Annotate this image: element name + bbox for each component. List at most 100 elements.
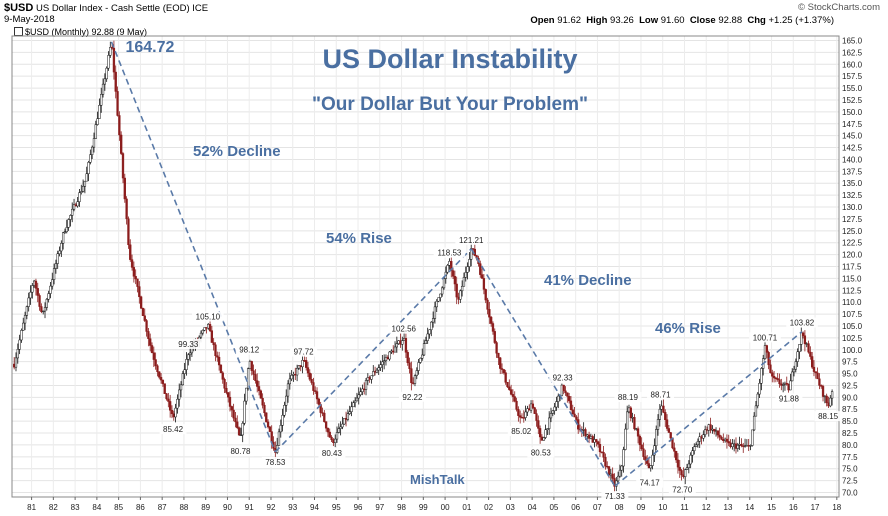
candle-body [207, 324, 210, 329]
candle-body [188, 352, 192, 356]
candle-body [749, 445, 752, 447]
point-label: 71.33 [605, 492, 626, 501]
candle-body [216, 355, 219, 358]
candle-body [421, 354, 424, 359]
candle-body [424, 340, 428, 344]
point-label-bg [398, 391, 426, 402]
candle-body [285, 395, 288, 406]
candle-body [301, 360, 304, 368]
candle-body [375, 369, 379, 373]
candle-body [484, 289, 487, 301]
candle-body [40, 306, 43, 312]
point-label: 88.19 [618, 393, 639, 402]
candle-body [664, 412, 667, 421]
candle-body [110, 47, 114, 49]
y-tick-label: 150.0 [842, 108, 863, 117]
candle-body [439, 293, 442, 298]
candle-body [129, 244, 132, 260]
candle-body [713, 428, 716, 432]
candle-body [266, 421, 270, 428]
candle-body [65, 227, 68, 232]
candle-body [453, 276, 457, 285]
y-tick-label: 122.5 [842, 239, 863, 248]
y-tick-label: 130.0 [842, 203, 863, 212]
candle-body [170, 410, 174, 415]
x-tick-label: 84 [92, 503, 101, 512]
candle-body [538, 428, 542, 438]
candle-body [631, 417, 634, 419]
candle-body [442, 278, 446, 289]
x-tick-label: 87 [158, 503, 167, 512]
candle-body [542, 437, 545, 441]
candle-body [709, 424, 712, 431]
candle-body [96, 118, 99, 125]
x-tick-label: 86 [136, 503, 145, 512]
candle-body [540, 436, 544, 441]
candle-body [774, 377, 778, 379]
close-label: Close [689, 15, 716, 26]
candle-body [350, 406, 353, 412]
y-tick-label: 85.0 [842, 417, 858, 426]
candle-body [665, 419, 669, 429]
candle-body [529, 403, 533, 411]
candle-body [52, 268, 56, 280]
y-tick-label: 125.0 [842, 227, 863, 236]
point-label: 88.15 [818, 412, 839, 421]
candle-body [584, 429, 587, 437]
point-label-bg [786, 317, 818, 328]
candle-body [729, 442, 732, 447]
candle-body [123, 177, 126, 200]
x-tick-label: 18 [832, 503, 841, 512]
candle-body [560, 384, 564, 397]
x-tick-label: 01 [462, 503, 471, 512]
candle-body [482, 278, 486, 290]
candle-body [120, 134, 123, 154]
candle-body [303, 360, 306, 362]
x-tick-label: 89 [201, 503, 210, 512]
candle-body [406, 352, 409, 363]
point-label-bg [290, 346, 318, 357]
candle-body [254, 374, 257, 381]
candle-body [100, 94, 103, 106]
candle-body [176, 398, 179, 409]
x-tick-label: 06 [571, 503, 580, 512]
candle-body [816, 372, 819, 380]
point-label-bg [507, 426, 535, 437]
candle-body [384, 357, 388, 361]
candle-body [127, 218, 130, 246]
candle-body [649, 465, 652, 469]
candle-body [734, 443, 738, 449]
candle-body [680, 470, 683, 476]
candle-body [464, 272, 467, 278]
candle-body [346, 413, 350, 420]
candle-body [760, 368, 763, 384]
x-tick-label: 99 [419, 503, 428, 512]
y-tick-label: 117.5 [842, 263, 862, 272]
candle-body [736, 445, 739, 449]
candle-body [691, 450, 694, 456]
candle-body [344, 418, 348, 420]
point-label: 92.22 [402, 393, 423, 402]
candle-body [156, 365, 159, 373]
candle-body [508, 386, 511, 390]
candle-body [502, 369, 505, 373]
candle-body [286, 383, 290, 397]
candle-body [353, 400, 357, 404]
candle-body [236, 421, 239, 428]
candle-body [725, 438, 729, 442]
candle-body [791, 371, 794, 382]
candle-body [343, 418, 346, 425]
candle-body [818, 378, 821, 386]
y-tick-label: 157.5 [842, 72, 863, 81]
candle-body [67, 219, 70, 228]
candle-body [506, 382, 509, 388]
candle-body [696, 441, 700, 446]
candle-body [116, 91, 119, 116]
candle-body [622, 449, 625, 467]
candle-body [31, 285, 34, 293]
y-tick-label: 145.0 [842, 132, 863, 141]
candle-body [390, 350, 393, 353]
candle-body [537, 420, 540, 429]
candle-body [798, 344, 801, 353]
candle-body [328, 431, 331, 438]
